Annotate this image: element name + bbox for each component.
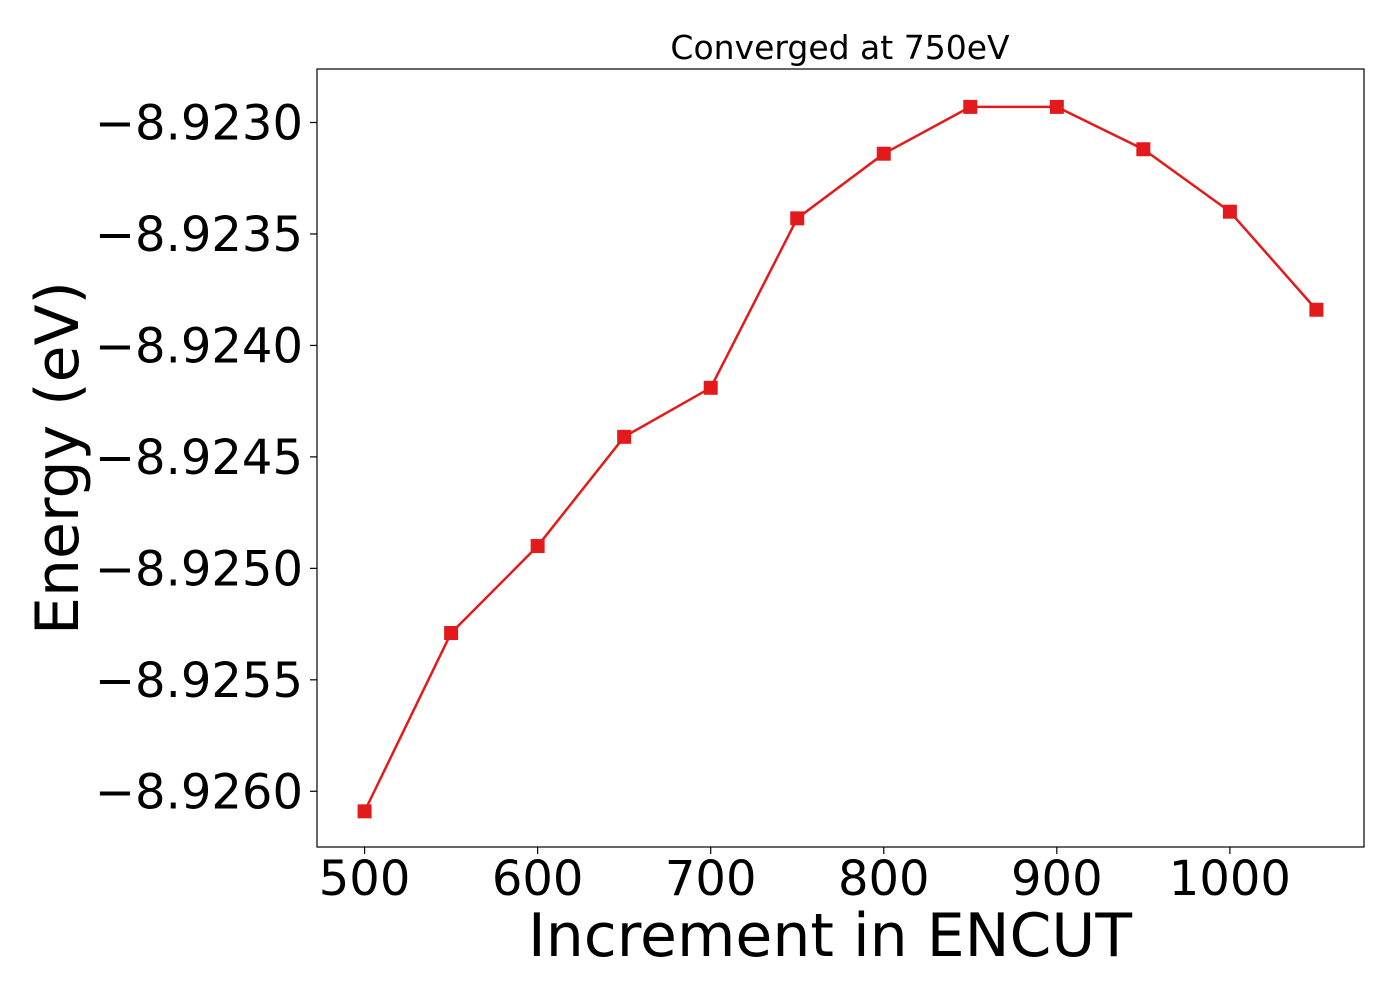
- data-point-marker: [1309, 302, 1324, 317]
- data-point-marker: [790, 211, 805, 226]
- y-tick-label: −8.9260: [95, 764, 303, 820]
- y-tick-label: −8.9245: [95, 430, 303, 486]
- x-axis-ticks: 500 600 700 800 900 1000: [319, 847, 1291, 907]
- x-tick-label: 500: [319, 851, 411, 907]
- data-point-marker: [444, 625, 459, 640]
- data-point-marker: [617, 429, 632, 444]
- x-tick-label: 600: [492, 851, 584, 907]
- data-point-marker: [703, 380, 718, 395]
- x-tick-label: 700: [665, 851, 757, 907]
- x-tick-label: 1000: [1169, 851, 1291, 907]
- data-point-marker: [963, 99, 978, 114]
- series-layer: [357, 99, 1324, 819]
- chart-title: Converged at 750eV: [670, 28, 1010, 67]
- data-point-marker: [1049, 99, 1064, 114]
- y-tick-label: −8.9255: [95, 653, 303, 709]
- x-tick-label: 900: [1011, 851, 1103, 907]
- y-tick-label: −8.9235: [95, 207, 303, 263]
- data-point-marker: [530, 539, 545, 554]
- y-axis-label: Energy (eV): [23, 281, 93, 635]
- data-point-marker: [1222, 204, 1237, 219]
- data-point-marker: [876, 146, 891, 161]
- y-tick-label: −8.9230: [95, 96, 303, 152]
- y-tick-label: −8.9240: [95, 318, 303, 374]
- series-line: [363, 105, 1318, 812]
- y-tick-label: −8.9250: [95, 541, 303, 597]
- data-point-marker: [357, 804, 372, 819]
- x-tick-label: 800: [838, 851, 930, 907]
- y-axis-ticks: −8.9230 −8.9235 −8.9240 −8.9245 −8.9250 −8.92…: [95, 96, 317, 820]
- x-axis-label: Increment in ENCUT: [528, 901, 1132, 971]
- data-point-marker: [1136, 142, 1151, 157]
- plot-area-frame: [316, 68, 1365, 848]
